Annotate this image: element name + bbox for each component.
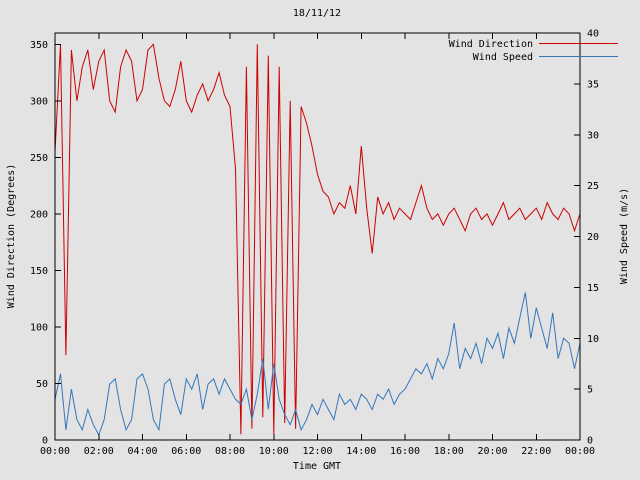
y-left-tick-label: 350 bbox=[30, 40, 48, 51]
y-right-tick-label: 20 bbox=[587, 232, 599, 243]
y-left-tick-label: 200 bbox=[30, 209, 48, 220]
series-group bbox=[54, 43, 581, 437]
y-right-tick-label: 10 bbox=[587, 334, 599, 345]
y-right-axis-label: Wind Speed (m/s) bbox=[619, 188, 630, 284]
y-right-tick-label: 30 bbox=[587, 130, 599, 141]
x-tick-label: 20:00 bbox=[477, 446, 507, 457]
x-tick-label: 22:00 bbox=[521, 446, 551, 457]
x-tick-label: 02:00 bbox=[84, 446, 114, 457]
x-tick-label: 00:00 bbox=[40, 446, 70, 457]
y-left-tick-label: 100 bbox=[30, 322, 48, 333]
legend: Wind Direction Wind Speed bbox=[449, 39, 618, 63]
y-left-tick-label: 250 bbox=[30, 153, 48, 164]
legend-label-wind-direction: Wind Direction bbox=[449, 39, 533, 50]
x-tick-label: 18:00 bbox=[434, 446, 464, 457]
y-left-tick-label: 150 bbox=[30, 266, 48, 277]
y-left-axis-label: Wind Direction (Degrees) bbox=[6, 164, 17, 309]
x-tick-label: 08:00 bbox=[215, 446, 245, 457]
y-left-tick-label: 0 bbox=[42, 436, 48, 447]
y-right-tick-label: 0 bbox=[587, 436, 593, 447]
x-tick-label: 16:00 bbox=[390, 446, 420, 457]
series-line-1 bbox=[54, 292, 581, 437]
x-tick-label: 00:00 bbox=[565, 446, 595, 457]
x-tick-label: 10:00 bbox=[259, 446, 289, 457]
y-right-tick-label: 15 bbox=[587, 283, 599, 294]
x-tick-label: 06:00 bbox=[171, 446, 201, 457]
y-right-tick-label: 40 bbox=[587, 29, 599, 40]
y-right-tick-label: 35 bbox=[587, 79, 599, 90]
y-left-tick-label: 300 bbox=[30, 96, 48, 107]
x-tick-label: 12:00 bbox=[302, 446, 332, 457]
axes-group: 00:00 02:00 04:00 06:00 08:00 10:00 12:00 14:00… bbox=[30, 29, 599, 458]
chart-title: 18/11/12 bbox=[293, 8, 341, 19]
x-tick-label: 14:00 bbox=[346, 446, 376, 457]
y-right-tick-label: 5 bbox=[587, 385, 593, 396]
plot-border bbox=[54, 32, 581, 441]
legend-label-wind-speed: Wind Speed bbox=[473, 52, 533, 63]
y-left-tick-label: 50 bbox=[36, 379, 48, 390]
x-axis-label: Time GMT bbox=[293, 461, 341, 472]
x-tick-label: 04:00 bbox=[127, 446, 157, 457]
y-right-tick-label: 25 bbox=[587, 181, 599, 192]
series-line-0 bbox=[54, 43, 581, 435]
